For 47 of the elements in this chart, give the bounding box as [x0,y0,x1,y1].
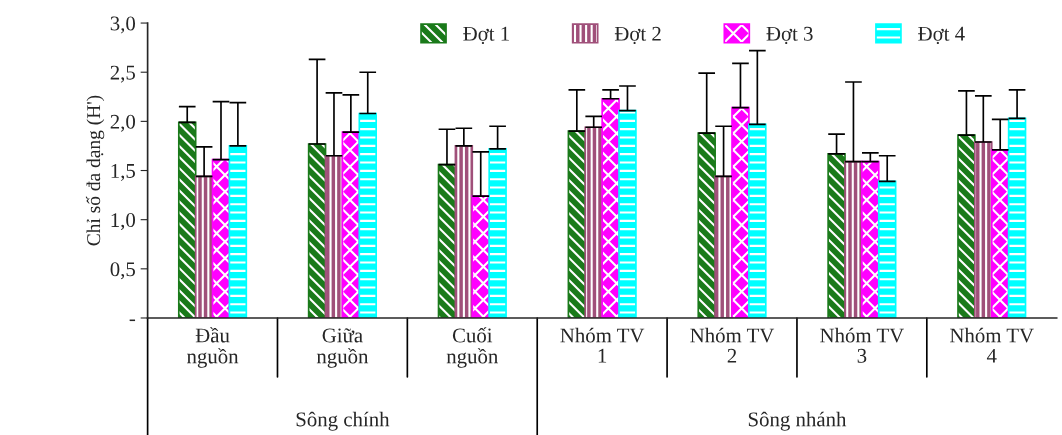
legend-label: Đợt 3 [766,26,813,45]
x-tick-label: Nhóm TV 3 [820,327,904,363]
y-tick-label: 0,5 [110,262,135,280]
text: Sông chính [296,411,390,431]
x-tick-label: Cuối nguồn [446,327,499,368]
bar [471,195,491,318]
bar [584,126,603,318]
bar [211,158,231,318]
bar [990,149,1010,318]
bar [714,175,733,318]
y-axis-title: Chỉ số đa dạng (H') [85,95,105,246]
x-tick-label: Nhóm TV 4 [950,327,1034,363]
bar [844,160,863,318]
x-tick-label: Giữa nguồn [316,328,369,368]
bar [324,154,344,318]
bar [358,112,378,318]
legend-label: Đợt 1 [463,26,509,45]
bar [697,132,716,318]
bar [1007,117,1027,318]
y-tick-label: 2,0 [110,114,136,132]
y-tick-label: - [129,319,136,322]
bar [228,145,248,318]
bar [748,123,767,318]
bar [194,175,214,318]
legend-label: Đợt 4 [918,26,965,45]
y-tick-label: 3,0 [110,16,136,34]
x-tick-label: Đầu nguồn [186,327,239,368]
bar [177,121,197,318]
bar [957,134,976,318]
bar [618,109,637,318]
y-tick-label: 1,5 [111,163,135,181]
x-tick-label: Nhóm TV 2 [690,327,775,363]
bar [974,141,993,318]
bar [601,97,620,318]
y-tick-label: 1,0 [111,213,136,231]
legend-label: Đợt 2 [614,26,661,45]
bar [731,106,750,318]
x-tick-label: Nhóm TV 1 [560,327,645,363]
bar [437,163,457,318]
bar [877,180,897,318]
bar [454,145,474,318]
text: Sông nhánh [748,411,847,431]
y-tick-label: 2,5 [110,65,135,83]
bar [307,143,327,318]
bar [861,160,880,318]
bar [488,148,507,318]
bar [827,152,846,318]
